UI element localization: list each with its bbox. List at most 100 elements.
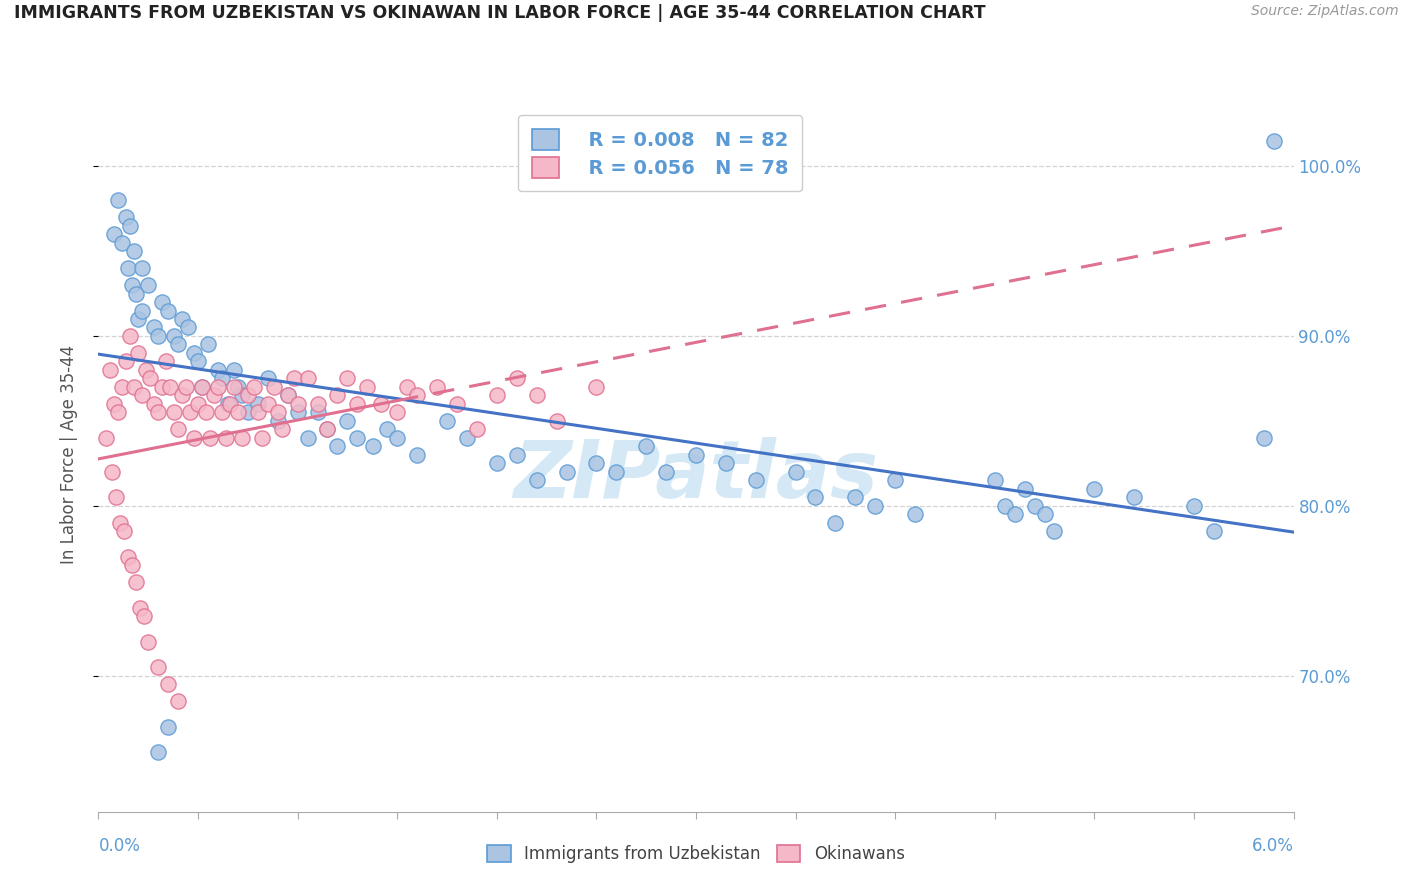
Point: [124, 380, 146, 394]
Point: [585, 457, 607, 471]
Point: [904, 508, 927, 522]
Point: [745, 474, 768, 488]
Point: [219, 397, 242, 411]
Point: [446, 397, 468, 411]
Point: [297, 431, 319, 445]
Point: [127, 312, 149, 326]
Point: [111, 235, 134, 250]
Point: [143, 320, 166, 334]
Point: [287, 397, 309, 411]
Point: [585, 380, 607, 394]
Point: [125, 575, 148, 590]
Point: [356, 380, 378, 394]
Point: [112, 524, 135, 539]
Text: 0.0%: 0.0%: [98, 838, 141, 855]
Point: [187, 397, 209, 411]
Point: [150, 295, 173, 310]
Point: [287, 405, 309, 419]
Point: [135, 363, 157, 377]
Point: [177, 320, 200, 334]
Point: [103, 397, 125, 411]
Point: [191, 380, 214, 394]
Point: [120, 329, 142, 343]
Point: [211, 405, 233, 419]
Point: [1202, 524, 1225, 539]
Point: [326, 439, 349, 453]
Point: [1043, 524, 1066, 539]
Point: [183, 346, 205, 360]
Point: [187, 354, 209, 368]
Point: [243, 380, 266, 394]
Point: [202, 388, 225, 402]
Point: [217, 397, 239, 411]
Point: [1033, 508, 1056, 522]
Point: [267, 414, 290, 428]
Point: [226, 380, 249, 394]
Point: [115, 354, 138, 368]
Point: [107, 193, 129, 207]
Point: [207, 363, 229, 377]
Point: [884, 474, 907, 488]
Point: [231, 388, 253, 402]
Point: [263, 380, 285, 394]
Point: [406, 388, 429, 402]
Point: [246, 405, 269, 419]
Point: [1263, 134, 1285, 148]
Point: [136, 278, 159, 293]
Point: [167, 422, 190, 436]
Point: [163, 329, 186, 343]
Point: [506, 371, 529, 385]
Point: [336, 371, 359, 385]
Point: [167, 694, 190, 708]
Point: [546, 414, 568, 428]
Point: [307, 405, 329, 419]
Point: [96, 431, 118, 445]
Point: [485, 457, 508, 471]
Text: 6.0%: 6.0%: [1251, 838, 1294, 855]
Point: [436, 414, 458, 428]
Point: [111, 380, 134, 394]
Point: [267, 405, 290, 419]
Point: [506, 448, 529, 462]
Point: [426, 380, 449, 394]
Point: [107, 405, 129, 419]
Point: [197, 337, 219, 351]
Point: [1253, 431, 1275, 445]
Point: [994, 499, 1017, 513]
Point: [370, 397, 392, 411]
Point: [396, 380, 419, 394]
Point: [167, 337, 190, 351]
Point: [385, 405, 409, 419]
Point: [134, 609, 156, 624]
Point: [105, 491, 128, 505]
Point: [1123, 491, 1146, 505]
Point: [456, 431, 478, 445]
Text: ZIPatlas: ZIPatlas: [513, 437, 879, 516]
Point: [131, 303, 153, 318]
Point: [1182, 499, 1205, 513]
Point: [143, 397, 166, 411]
Point: [326, 388, 349, 402]
Point: [157, 303, 180, 318]
Point: [1083, 482, 1105, 496]
Point: [211, 371, 233, 385]
Point: [277, 388, 299, 402]
Point: [124, 244, 146, 258]
Point: [157, 677, 180, 691]
Point: [179, 405, 201, 419]
Y-axis label: In Labor Force | Age 35-44: In Labor Force | Age 35-44: [59, 345, 77, 565]
Point: [198, 431, 221, 445]
Point: [121, 278, 143, 293]
Point: [136, 635, 159, 649]
Point: [159, 380, 181, 394]
Point: [195, 405, 218, 419]
Point: [174, 380, 197, 394]
Point: [236, 405, 259, 419]
Point: [222, 380, 245, 394]
Point: [148, 405, 170, 419]
Point: [485, 388, 508, 402]
Point: [655, 465, 678, 479]
Point: [110, 516, 132, 530]
Point: [526, 474, 548, 488]
Point: [125, 286, 148, 301]
